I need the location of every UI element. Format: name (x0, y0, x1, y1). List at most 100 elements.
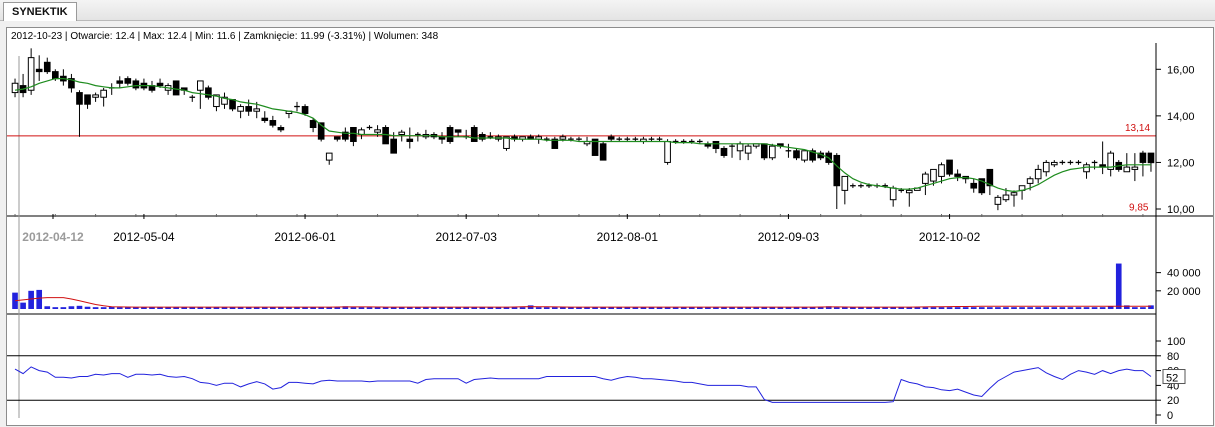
volume-bar (640, 307, 647, 309)
volume-bar (1003, 307, 1009, 309)
candle (132, 78, 140, 91)
volume-bar (1115, 263, 1122, 309)
candle (463, 129, 470, 140)
info-close: Zamknięcie: 11.99 (-3.31%) (243, 31, 366, 42)
volume-bar (898, 307, 905, 309)
candle (1042, 160, 1050, 177)
reference-label: 9,85 (1129, 203, 1149, 214)
candle (438, 132, 446, 144)
volume-bar (608, 307, 615, 309)
volume-bar (793, 307, 800, 309)
volume-bar (930, 307, 937, 309)
candle-body (92, 94, 99, 98)
volume-bar (866, 307, 872, 309)
candle (205, 85, 212, 100)
candle (68, 73, 75, 93)
volume-bar (688, 307, 695, 309)
volume-bar (84, 306, 91, 309)
candle (342, 127, 349, 142)
volume-bar (858, 307, 864, 309)
volume-bar (592, 307, 598, 309)
candle (1018, 185, 1026, 200)
tab-bar: SYNEKTIK (0, 0, 1215, 21)
candle (172, 80, 180, 96)
stock-chart[interactable]: 13,14 9,85 2012-04-12 2012-05-04 2012-06-01… (7, 28, 1213, 425)
volume-bar (455, 307, 461, 309)
candle (632, 136, 639, 142)
candle (350, 127, 357, 147)
volume-bar (777, 307, 784, 309)
candle (752, 143, 760, 149)
candle-body (712, 140, 720, 149)
candle-body (398, 131, 406, 135)
candle (801, 150, 808, 163)
volume-bar (261, 307, 268, 309)
volume-bar (334, 307, 341, 309)
volume-bar (1099, 307, 1106, 309)
volume-bar (237, 307, 244, 309)
candle-body (970, 182, 978, 189)
candle (164, 83, 172, 95)
candle-body (889, 187, 897, 201)
reference-layer: 13,14 9,85 (7, 123, 1156, 214)
volume-bar (60, 307, 67, 309)
candle-body (720, 147, 728, 156)
candle-body (342, 131, 349, 140)
moving-average-line (14, 78, 1151, 193)
candle-body (390, 138, 397, 154)
candle (1067, 160, 1074, 165)
volume-bar (1051, 307, 1058, 309)
candle (704, 141, 712, 149)
volume-bar (471, 307, 478, 309)
volume-tick-label: 40 000 (1167, 268, 1201, 280)
candle (43, 57, 51, 74)
candle (1139, 150, 1147, 177)
volume-bar (495, 307, 502, 309)
volume-bar (1123, 305, 1130, 309)
tab-synektik[interactable]: SYNEKTIK (3, 2, 77, 21)
volume-bar (729, 307, 735, 309)
volume-bar (946, 307, 953, 309)
candle-body (809, 150, 816, 161)
volume-ma-line (14, 297, 1151, 308)
candle (793, 148, 800, 161)
volume-bar (479, 307, 486, 309)
oscillator-value-box (1162, 369, 1186, 385)
volume-bar (221, 307, 228, 309)
candle-body (1034, 168, 1042, 180)
candle (245, 99, 252, 116)
candle-body (333, 136, 341, 140)
candle-body (43, 61, 51, 73)
candle-body (325, 152, 333, 161)
volume-bar (850, 307, 856, 309)
volume-bar (310, 307, 316, 309)
volume-bar (253, 307, 260, 309)
chart-panel[interactable]: 13,14 9,85 2012-04-12 2012-05-04 2012-06-01… (6, 27, 1214, 426)
candle-body (938, 164, 945, 177)
candle-body (124, 78, 132, 84)
volume-bar (157, 307, 163, 309)
candle-body (132, 80, 140, 89)
volume-bar (141, 307, 147, 309)
oscillator-line (14, 366, 1152, 403)
volume-bar (705, 307, 711, 309)
candle-body (446, 127, 454, 142)
candle (84, 94, 91, 109)
candle (19, 73, 27, 98)
candle-body (350, 127, 357, 142)
candle (986, 168, 994, 196)
candle-body (551, 138, 559, 149)
candle (277, 125, 285, 133)
volume-bar (600, 307, 606, 309)
candle-body (841, 175, 849, 191)
oscillator-value-label: 52 (1166, 373, 1178, 385)
volume-bar (326, 307, 333, 309)
volume-bar (278, 307, 284, 309)
info-volume: Wolumen: 348 (373, 31, 439, 42)
volume-bar (44, 306, 51, 309)
candle-body (591, 138, 599, 156)
volume-bar (294, 307, 300, 309)
candle (325, 152, 333, 165)
oscillator-tick-label: 20 (1167, 395, 1179, 407)
candle-body (664, 140, 671, 163)
